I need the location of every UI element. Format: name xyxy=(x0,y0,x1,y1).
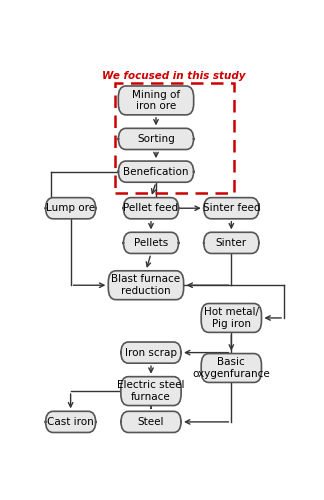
Text: Electric steel
furnace: Electric steel furnace xyxy=(117,380,185,402)
FancyBboxPatch shape xyxy=(118,86,194,115)
Text: Sinter: Sinter xyxy=(216,238,247,248)
FancyBboxPatch shape xyxy=(201,304,261,332)
FancyBboxPatch shape xyxy=(45,198,96,219)
Text: Sorting: Sorting xyxy=(137,134,175,144)
Text: Blast furnace
reduction: Blast furnace reduction xyxy=(111,274,180,296)
FancyBboxPatch shape xyxy=(118,161,194,182)
Text: Lump ore: Lump ore xyxy=(46,203,95,213)
Text: Iron scrap: Iron scrap xyxy=(125,348,177,358)
FancyBboxPatch shape xyxy=(204,198,259,219)
Bar xyxy=(115,83,234,193)
FancyBboxPatch shape xyxy=(121,342,181,363)
FancyBboxPatch shape xyxy=(121,412,181,432)
Text: Basic
oxygenfurance: Basic oxygenfurance xyxy=(192,357,270,379)
Text: Sinter feed: Sinter feed xyxy=(202,203,260,213)
FancyBboxPatch shape xyxy=(45,412,96,432)
FancyBboxPatch shape xyxy=(204,232,259,254)
FancyBboxPatch shape xyxy=(201,354,261,382)
Text: Pellet feed: Pellet feed xyxy=(123,203,179,213)
FancyBboxPatch shape xyxy=(121,376,181,406)
Text: Mining of
iron ore: Mining of iron ore xyxy=(132,90,180,111)
Text: Pellets: Pellets xyxy=(134,238,168,248)
Text: Benefication: Benefication xyxy=(123,166,189,176)
Text: We focused in this study: We focused in this study xyxy=(102,71,246,81)
FancyBboxPatch shape xyxy=(108,271,184,300)
FancyBboxPatch shape xyxy=(123,198,179,219)
Text: Cast iron: Cast iron xyxy=(47,417,94,427)
FancyBboxPatch shape xyxy=(123,232,179,254)
Text: Hot metal/
Pig iron: Hot metal/ Pig iron xyxy=(204,307,259,329)
FancyBboxPatch shape xyxy=(118,128,194,150)
Text: Steel: Steel xyxy=(138,417,164,427)
